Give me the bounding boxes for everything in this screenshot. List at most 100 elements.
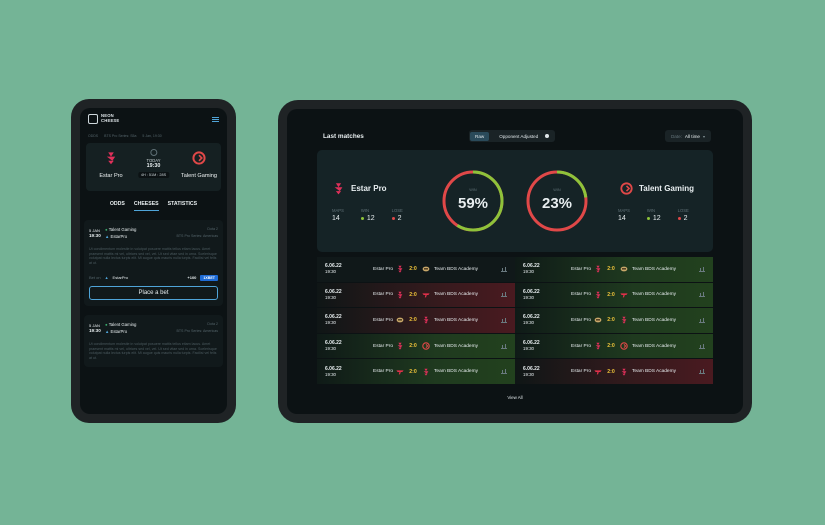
- match-date: 6.06.22 19:30: [523, 263, 540, 275]
- date-filter-label: Date:: [670, 133, 682, 139]
- banner-team-right[interactable]: Talent Gaming: [620, 182, 694, 195]
- match-score: 2:0: [409, 317, 417, 324]
- card-team2[interactable]: ▲ EstarPro: [105, 328, 128, 334]
- card-description: Ut condimentum molestie in volutpat posu…: [89, 247, 217, 266]
- card-team2[interactable]: ▲ EstarPro: [105, 234, 128, 239]
- banner-team-left[interactable]: Estar Pro: [332, 182, 387, 195]
- cheese-card: 5 JAN 19:30 ● Talent Gaming ▲ EstarPro D…: [84, 314, 223, 367]
- phone-device: NEON CHEESE ODDS BTS Pro Series: S5a 5 J…: [71, 99, 236, 423]
- breadcrumb-item[interactable]: ODDS: [88, 134, 99, 138]
- tab-cheeses[interactable]: CHEESES: [133, 201, 159, 211]
- bookmaker-badge[interactable]: 1XBET: [200, 274, 218, 281]
- match-team2: Team BDS Academy: [632, 317, 676, 323]
- tab-statistics[interactable]: STATISTICS: [167, 201, 198, 207]
- table-row: 6.06.22 19:30 Estar Pro 2:0 Team BDS Academy…: [317, 332, 713, 359]
- breadcrumb-item[interactable]: BTS Pro Series: S5a: [104, 134, 137, 138]
- card-team1[interactable]: ● Talent Gaming: [105, 227, 137, 232]
- card-team1[interactable]: ● Talent Gaming: [105, 321, 137, 327]
- stats-chart-icon[interactable]: [501, 292, 507, 298]
- clock-icon: [149, 149, 157, 156]
- stats-chart-icon[interactable]: [501, 266, 507, 272]
- match-entry[interactable]: 6.06.22 19:30 Estar Pro 2:0 Team BDS Academy: [317, 333, 515, 359]
- match-team2: Team BDS Academy: [632, 292, 676, 298]
- card-date: 5 JAN 19:30: [89, 323, 105, 333]
- match-date: 6.06.22 19:30: [325, 288, 342, 300]
- match-entry[interactable]: 6.06.22 19:30 Estar Pro 2:0 Team BDS Academy: [515, 308, 713, 333]
- t1-logo-icon: [620, 293, 628, 298]
- raw-adjusted-toggle: Raw Opponent Adjusted: [469, 130, 556, 142]
- team-left-stats: MAPS 14 WIN 12 LOSE 2: [332, 208, 403, 222]
- stats-chart-icon[interactable]: [699, 369, 705, 375]
- match-team1: Estar Pro: [571, 266, 591, 272]
- match-date: 6.06.22 19:30: [325, 314, 342, 326]
- team-comparison-banner: Estar Pro MAPS 14 WIN 12 LOSE 2 WIN 59%: [317, 150, 713, 252]
- match-entry[interactable]: 6.06.22 19:30 Estar Pro 2:0 Team BDS Academy: [515, 359, 713, 384]
- tab-bar: ODDS CHEESES STATISTICS: [80, 201, 227, 211]
- match-time-value: 19:30: [146, 163, 161, 169]
- estar-logo-icon: [595, 266, 601, 273]
- bet-team-icon: ▲: [104, 275, 109, 281]
- bet-label: Bet on: [89, 275, 101, 281]
- place-bet-button[interactable]: Place a bet: [89, 285, 218, 300]
- view-all-link[interactable]: View All: [507, 395, 523, 400]
- stat-maps: MAPS 14: [332, 208, 344, 222]
- stat-lose: LOSE 2: [677, 208, 689, 222]
- team-right-stats: MAPS 14 WIN 12 LOSE 2: [618, 208, 689, 222]
- team-right[interactable]: Talent Gaming: [177, 151, 221, 179]
- banner-team-right-name: Talent Gaming: [639, 184, 694, 193]
- logo[interactable]: NEON CHEESE: [88, 114, 119, 124]
- estar-logo-icon: [106, 152, 116, 165]
- match-entry[interactable]: 6.06.22 19:30 Estar Pro 2:0 Team BDS Academy: [515, 333, 713, 359]
- t1-logo-icon: [594, 370, 602, 375]
- tablet-device: Last matches Raw Opponent Adjusted Date:…: [278, 100, 752, 423]
- match-history-table: 6.06.22 19:30 Estar Pro 2:0 Team BDS Academy…: [317, 256, 713, 384]
- stats-chart-icon[interactable]: [699, 266, 705, 272]
- stats-chart-icon[interactable]: [501, 343, 507, 349]
- breadcrumb: ODDS BTS Pro Series: S5a 5 Jan, 19:30: [80, 130, 227, 138]
- match-entry[interactable]: 6.06.22 19:30 Estar Pro 2:0 Team BDS Academy: [317, 282, 515, 308]
- bds-logo-icon: [594, 318, 602, 323]
- stats-chart-icon[interactable]: [501, 317, 507, 323]
- phone-screen: NEON CHEESE ODDS BTS Pro Series: S5a 5 J…: [80, 108, 227, 414]
- estar-logo-icon: [334, 183, 343, 195]
- info-icon: [545, 134, 550, 139]
- match-entry[interactable]: 6.06.22 19:30 Estar Pro 2:0 Team BDS Academy: [317, 359, 515, 384]
- bds-logo-icon: [422, 266, 430, 272]
- logo-text-line1: NEON: [101, 113, 114, 119]
- stats-chart-icon[interactable]: [699, 343, 705, 349]
- toggle-opponent-adjusted[interactable]: Opponent Adjusted: [489, 132, 554, 141]
- match-time: TODAY 19:30 4H : 51M : 28S: [137, 149, 170, 178]
- match-entry[interactable]: 6.06.22 19:30 Estar Pro 2:0 Team BDS Academy: [317, 308, 515, 333]
- date-filter-select[interactable]: Date: All time ▾: [664, 130, 711, 142]
- match-team1: Estar Pro: [571, 343, 591, 349]
- stats-chart-icon[interactable]: [699, 317, 705, 323]
- match-date: 6.06.22 19:30: [325, 365, 342, 377]
- tab-odds[interactable]: ODDS: [109, 201, 125, 207]
- table-row: 6.06.22 19:30 Estar Pro 2:0 Team BDS Academy…: [317, 358, 713, 384]
- estar-logo-icon: [423, 317, 429, 325]
- match-entry[interactable]: 6.06.22 19:30 Estar Pro 2:0 Team BDS Academy: [317, 257, 515, 282]
- match-team1: Estar Pro: [571, 292, 591, 298]
- talent-logo-icon: [192, 151, 206, 165]
- match-day: TODAY: [146, 158, 161, 163]
- ring-right-label: WIN: [553, 188, 561, 192]
- stats-chart-icon[interactable]: [501, 369, 507, 375]
- table-row: 6.06.22 19:30 Estar Pro 2:0 Team BDS Academy…: [317, 256, 713, 282]
- estar-logo-icon: [621, 317, 627, 325]
- match-entry[interactable]: 6.06.22 19:30 Estar Pro 2:0 Team BDS Academy: [515, 257, 713, 282]
- date-filter-value: All time: [684, 133, 700, 139]
- stats-chart-icon[interactable]: [699, 292, 705, 298]
- match-entry[interactable]: 6.06.22 19:30 Estar Pro 2:0 Team BDS Academy: [515, 282, 713, 308]
- t1-logo-icon: [396, 370, 404, 375]
- cheese-card: 5 JAN 19:30 ● Talent Gaming ▲ EstarPro D…: [84, 220, 223, 306]
- card-date-day: 5 JAN: [89, 322, 100, 328]
- ring-left-value: 59%: [457, 195, 489, 212]
- match-team1: Estar Pro: [571, 369, 591, 375]
- card-league: BTS Pro Series: Americas: [176, 328, 218, 333]
- toggle-raw[interactable]: Raw: [470, 131, 490, 141]
- team-left[interactable]: Estar Pro: [89, 151, 133, 179]
- hamburger-menu-icon[interactable]: [212, 116, 219, 122]
- team-left-name: Estar Pro: [99, 173, 123, 179]
- win-rate-ring-right-chart: [526, 170, 588, 232]
- card-date: 5 JAN 19:30: [89, 228, 105, 238]
